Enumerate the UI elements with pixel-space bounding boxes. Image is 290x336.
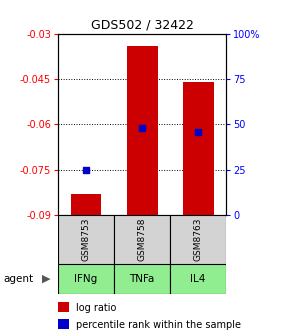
Bar bbox=[58, 319, 69, 329]
Text: GSM8758: GSM8758 bbox=[137, 218, 147, 261]
Bar bbox=[114, 215, 170, 264]
Bar bbox=[183, 82, 213, 215]
Bar bbox=[58, 264, 114, 294]
Text: ▶: ▶ bbox=[42, 274, 51, 284]
Text: TNFa: TNFa bbox=[129, 274, 155, 284]
Bar bbox=[70, 194, 102, 215]
Text: log ratio: log ratio bbox=[76, 303, 116, 313]
Bar bbox=[58, 302, 69, 312]
Bar bbox=[127, 46, 157, 215]
Text: GSM8753: GSM8753 bbox=[81, 218, 90, 261]
Text: GSM8763: GSM8763 bbox=[194, 218, 203, 261]
Text: percentile rank within the sample: percentile rank within the sample bbox=[76, 320, 241, 330]
Bar bbox=[170, 264, 226, 294]
Bar bbox=[170, 215, 226, 264]
Bar bbox=[58, 215, 114, 264]
Text: agent: agent bbox=[3, 274, 33, 284]
Text: IFNg: IFNg bbox=[75, 274, 98, 284]
Title: GDS502 / 32422: GDS502 / 32422 bbox=[91, 18, 193, 31]
Text: IL4: IL4 bbox=[191, 274, 206, 284]
Bar bbox=[114, 264, 170, 294]
